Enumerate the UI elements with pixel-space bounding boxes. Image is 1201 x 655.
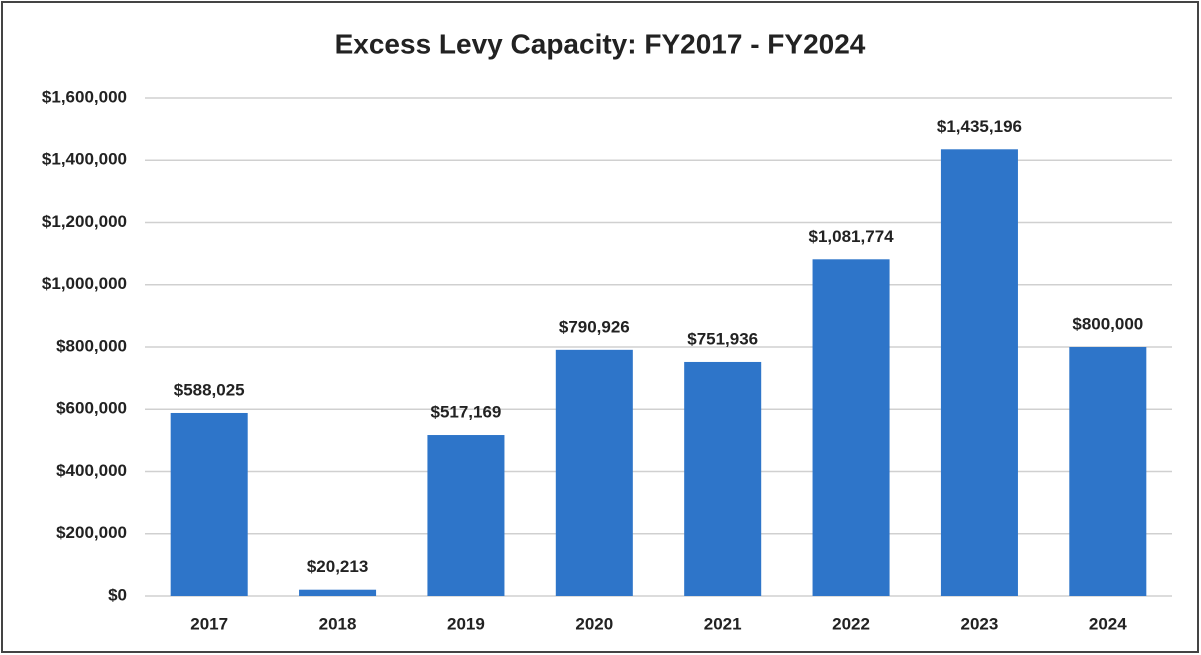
- y-tick-label: $600,000: [56, 399, 127, 418]
- data-label: $790,926: [559, 317, 630, 336]
- y-tick-label: $1,400,000: [42, 150, 127, 169]
- bar: [427, 435, 505, 596]
- chart-title: Excess Levy Capacity: FY2017 - FY2024: [335, 28, 866, 59]
- x-tick-label: 2018: [319, 614, 357, 633]
- data-label: $20,213: [307, 557, 368, 576]
- x-tick-label: 2019: [447, 614, 485, 633]
- bar: [812, 259, 890, 596]
- x-tick-label: 2023: [961, 614, 999, 633]
- bar: [940, 149, 1018, 597]
- data-label: $800,000: [1072, 314, 1143, 333]
- bar: [1069, 347, 1147, 596]
- bar: [684, 361, 762, 596]
- x-tick-label: 2021: [704, 614, 742, 633]
- x-tick-label: 2022: [832, 614, 870, 633]
- data-label: $1,081,774: [809, 227, 895, 246]
- data-label: $588,025: [174, 380, 245, 399]
- data-label: $1,435,196: [937, 117, 1022, 136]
- y-tick-label: $0: [108, 585, 127, 604]
- x-tick-label: 2024: [1089, 614, 1127, 633]
- y-tick-label: $400,000: [56, 461, 127, 480]
- bar: [170, 412, 248, 596]
- data-label: $517,169: [430, 403, 501, 422]
- y-tick-label: $1,600,000: [42, 87, 127, 106]
- bar: [555, 349, 633, 596]
- y-tick-label: $800,000: [56, 336, 127, 355]
- bar: [299, 589, 377, 596]
- data-label: $751,936: [687, 329, 758, 348]
- y-tick-label: $1,000,000: [42, 274, 127, 293]
- y-tick-label: $1,200,000: [42, 212, 127, 231]
- y-tick-label: $200,000: [56, 523, 127, 542]
- x-tick-label: 2017: [190, 614, 228, 633]
- x-tick-label: 2020: [575, 614, 613, 633]
